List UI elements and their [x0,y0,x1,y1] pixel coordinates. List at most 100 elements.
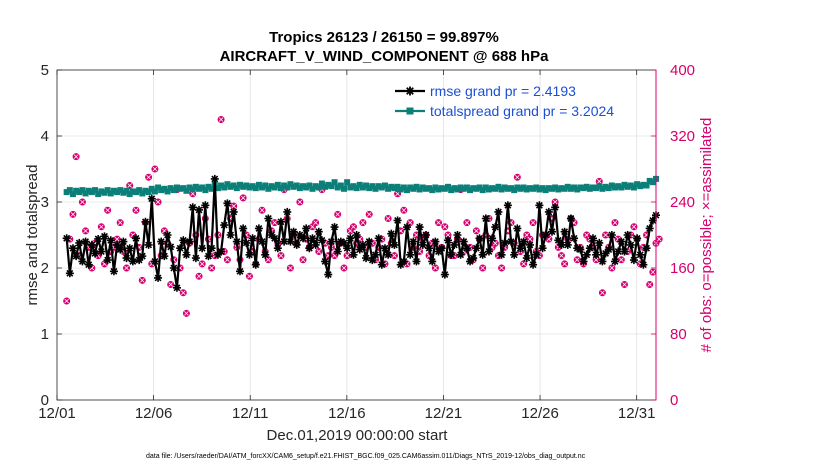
rmse-point [601,249,610,258]
totalspread-point [640,181,647,188]
rmse-point [563,240,572,249]
obs-assimilated-point [436,220,441,225]
rmse-point [497,250,506,259]
rmse-point [443,236,452,245]
rmse-point [87,240,96,249]
totalspread-point [92,187,99,194]
rmse-point [598,257,607,266]
totalspread-point [621,181,628,188]
totalspread-point [142,187,149,194]
obs-assimilated-point [300,257,306,263]
totalspread-point [69,191,76,198]
rmse-point [299,234,308,243]
rmse-point [254,224,263,233]
obs-assimilated-point [530,220,536,225]
rmse-point [239,224,248,233]
rmse-point [116,245,125,254]
rmse-point [217,247,226,256]
rmse-point [399,257,408,266]
rmse-point [248,234,257,243]
totalspread-point [85,187,92,194]
totalspread-point [186,184,193,191]
totalspread-point [539,185,546,192]
rmse-point [343,244,352,253]
rmse-point [450,240,459,249]
rmse-point [456,250,465,259]
rmse-point [510,250,519,259]
totalspread-point [359,184,366,191]
totalspread-point [416,186,423,193]
totalspread-point [265,185,272,192]
totalspread-point [637,183,644,190]
obs-assimilated-point [272,220,277,225]
totalspread-point [372,185,379,192]
totalspread-point [177,185,184,192]
rmse-point [321,257,330,266]
totalspread-point [618,184,625,191]
rmse-point [235,267,244,276]
totalspread-point [410,185,417,192]
chart-title-line2: AIRCRAFT_V_WIND_COMPONENT @ 688 hPa [220,48,550,65]
totalspread-point [66,187,73,194]
totalspread-point [558,185,565,192]
totalspread-point [545,185,552,192]
rmse-point [642,244,651,253]
rmse-point [469,254,478,263]
obs-assimilated-point [407,220,413,225]
x-tick-label: 12/11 [232,405,268,422]
totalspread-point [334,184,341,191]
totalspread-point [101,189,108,196]
rmse-point [547,227,556,236]
rmse-point [519,237,528,246]
totalspread-point [145,189,152,196]
y-tick-label-left: 2 [41,260,49,277]
totalspread-point [205,183,212,190]
rmse-point [557,240,566,249]
obs-assimilated-point [574,257,580,263]
totalspread-point [340,185,347,192]
obs-assimilated-point [335,212,340,217]
totalspread-point [259,184,266,191]
totalspread-point [526,185,533,192]
totalspread-point [315,184,322,191]
obs-assimilated-point [127,183,132,188]
totalspread-point [643,182,650,189]
rmse-point [201,201,210,210]
obs-assimilated-point [445,232,451,238]
obs-assimilated-point [650,269,656,275]
y-tick-label-left: 3 [41,194,49,211]
rmse-point [633,234,642,243]
rmse-point [251,260,260,269]
totalspread-point [107,190,114,197]
totalspread-point [454,186,461,193]
rmse-point [311,240,320,249]
rmse-point [418,240,427,249]
obs-assimilated-point [647,282,652,287]
totalspread-point [615,183,622,190]
totalspread-point [290,183,297,190]
rmse-point [144,240,153,249]
totalspread-point [249,183,256,190]
rmse-point [229,207,238,216]
obs-assimilated-point [515,174,520,180]
rmse-point [588,234,597,243]
rmse-point [302,224,311,233]
obs-assimilated-point [140,278,145,283]
totalspread-point [318,180,325,187]
rmse-point [648,216,657,225]
totalspread-point [224,181,231,188]
totalspread-point [353,185,360,192]
rmse-point [131,234,140,243]
totalspread-point [110,187,117,194]
obs-assimilated-point [99,224,104,230]
obs-assimilated-point [117,220,123,225]
rmse-point [507,237,516,246]
x-tick-label: 12/06 [135,405,173,422]
obs-assimilated-point [83,228,88,234]
rmse-point [65,269,74,278]
obs-assimilated-point [619,257,624,263]
totalspread-point [438,185,445,192]
rmse-point [97,247,106,256]
obs-assimilated-point [196,273,202,279]
obs-assimilated-point [596,179,602,184]
